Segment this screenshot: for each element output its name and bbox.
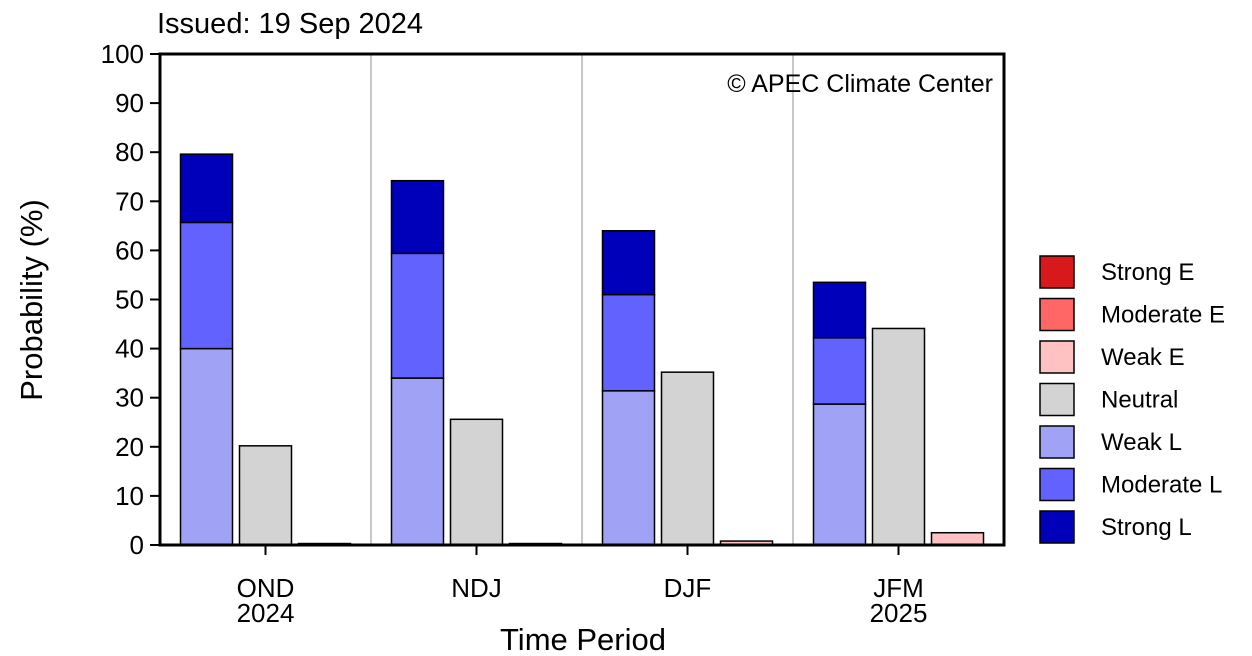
x-tick-label: JFM — [873, 573, 924, 603]
bar-neutral-neutral — [238, 445, 293, 546]
y-tick-label: 60 — [115, 235, 144, 265]
y-tick-label: 0 — [130, 530, 144, 560]
legend-swatch-strong-e — [1039, 255, 1075, 289]
bar-la-nina-weak_l — [812, 403, 867, 546]
legend: Strong E Moderate E Weak E Neutral Weak L Mod… — [1039, 255, 1225, 544]
legend-swatch-weak-e — [1039, 340, 1075, 374]
y-axis-title: Probability (%) — [14, 199, 49, 401]
y-tick-label: 20 — [115, 432, 144, 462]
bar-la-nina-moderate_l — [179, 221, 234, 350]
bar-la-nina-strong_l — [812, 281, 867, 339]
bar-la-nina-weak_l — [601, 390, 656, 546]
issued-date-label: Issued: 19 Sep 2024 — [157, 8, 423, 40]
y-axis: 0 10 20 30 40 50 60 70 80 90 100 — [101, 39, 160, 560]
legend-swatch-moderate-l — [1039, 467, 1075, 502]
bar-el-nino-weak_e — [930, 531, 985, 546]
legend-label-weak-l: Weak L — [1101, 429, 1182, 456]
bar-la-nina-strong_l — [179, 153, 234, 224]
y-tick-label: 80 — [115, 137, 144, 167]
y-tick-label: 30 — [115, 383, 144, 413]
x-tick-label-year: 2024 — [237, 598, 295, 628]
bar-la-nina-weak_l — [179, 347, 234, 546]
bar-neutral-neutral — [449, 418, 504, 546]
legend-label-weak-e: Weak E — [1101, 344, 1185, 371]
bar-neutral-neutral — [660, 371, 715, 546]
bar-la-nina-strong_l — [601, 230, 656, 296]
legend-label-moderate-l: Moderate L — [1101, 472, 1222, 499]
x-axis-title: Time Period — [500, 622, 666, 656]
x-tick-label: DJF — [664, 573, 712, 603]
bar-neutral-neutral — [871, 327, 926, 546]
y-tick-label: 100 — [101, 39, 144, 69]
legend-label-moderate-e: Moderate E — [1101, 302, 1225, 329]
bar-la-nina-weak_l — [390, 377, 445, 546]
x-tick-label: NDJ — [451, 573, 502, 603]
bar-la-nina-strong_l — [390, 179, 445, 255]
y-tick-label: 50 — [115, 285, 144, 315]
x-tick-label: OND — [237, 573, 295, 603]
bar-la-nina-moderate_l — [390, 252, 445, 379]
legend-swatch-weak-l — [1039, 425, 1075, 459]
y-tick-label: 90 — [115, 88, 144, 118]
bar-la-nina-moderate_l — [812, 337, 867, 405]
bar-la-nina-moderate_l — [601, 293, 656, 392]
credit-label: © APEC Climate Center — [727, 70, 993, 98]
plot-area — [158, 52, 1006, 547]
y-tick-label: 70 — [115, 186, 144, 216]
legend-swatch-moderate-e — [1039, 297, 1075, 332]
legend-label-strong-e: Strong E — [1101, 259, 1194, 286]
legend-swatch-neutral — [1039, 382, 1075, 417]
legend-label-neutral: Neutral — [1101, 387, 1178, 414]
legend-label-strong-l: Strong L — [1101, 514, 1192, 541]
y-tick-label: 10 — [115, 481, 144, 511]
legend-swatch-strong-l — [1039, 510, 1075, 544]
x-tick-label-year: 2025 — [870, 598, 928, 628]
y-tick-label: 40 — [115, 334, 144, 364]
